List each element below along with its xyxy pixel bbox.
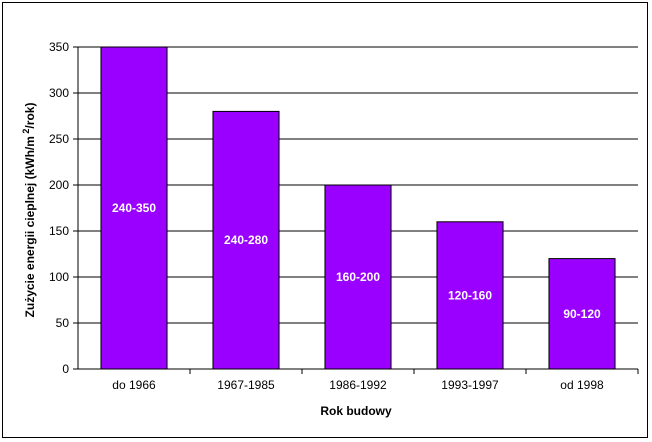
bar bbox=[436, 221, 504, 370]
bar-label: 160-200 bbox=[336, 270, 380, 284]
bar-label: 90-120 bbox=[563, 307, 601, 321]
x-tick-label: 1986-1992 bbox=[329, 378, 387, 392]
y-tick-label: 100 bbox=[49, 270, 69, 284]
y-axis-title-superscript: 2 bbox=[21, 129, 31, 137]
y-axis-title-main: Zużycie energii cieplnej (kWh/m bbox=[23, 136, 37, 317]
bar bbox=[324, 184, 392, 370]
bars bbox=[100, 46, 616, 370]
labels: 0 50 100 150 200 250 300 350 240-350 do 1966 240-2… bbox=[49, 40, 604, 392]
y-tick-label: 150 bbox=[49, 224, 69, 238]
y-axis-title: Zużycie energii cieplnej (kWh/m 2/rok) bbox=[21, 103, 37, 318]
y-tick-label: 300 bbox=[49, 86, 69, 100]
x-tick-label: 1993-1997 bbox=[441, 378, 499, 392]
y-tick-label: 50 bbox=[56, 316, 70, 330]
axes bbox=[73, 46, 639, 374]
x-tick-label: do 1966 bbox=[112, 378, 156, 392]
y-tick-label: 350 bbox=[49, 40, 69, 54]
bar bbox=[212, 110, 280, 370]
bar-label: 240-280 bbox=[224, 233, 268, 247]
bar bbox=[548, 258, 616, 370]
bar-label: 120-160 bbox=[448, 288, 492, 302]
y-tick-label: 0 bbox=[62, 362, 69, 376]
y-tick-label: 200 bbox=[49, 178, 69, 192]
y-axis-title-end: /rok) bbox=[23, 103, 37, 129]
grid-lines bbox=[78, 46, 638, 324]
x-tick-label: od 1998 bbox=[560, 378, 604, 392]
x-tick-label: 1967-1985 bbox=[217, 378, 275, 392]
bar bbox=[100, 46, 168, 370]
bar-label: 240-350 bbox=[112, 201, 156, 215]
y-tick-label: 250 bbox=[49, 132, 69, 146]
x-axis-title: Rok budowy bbox=[320, 404, 392, 418]
